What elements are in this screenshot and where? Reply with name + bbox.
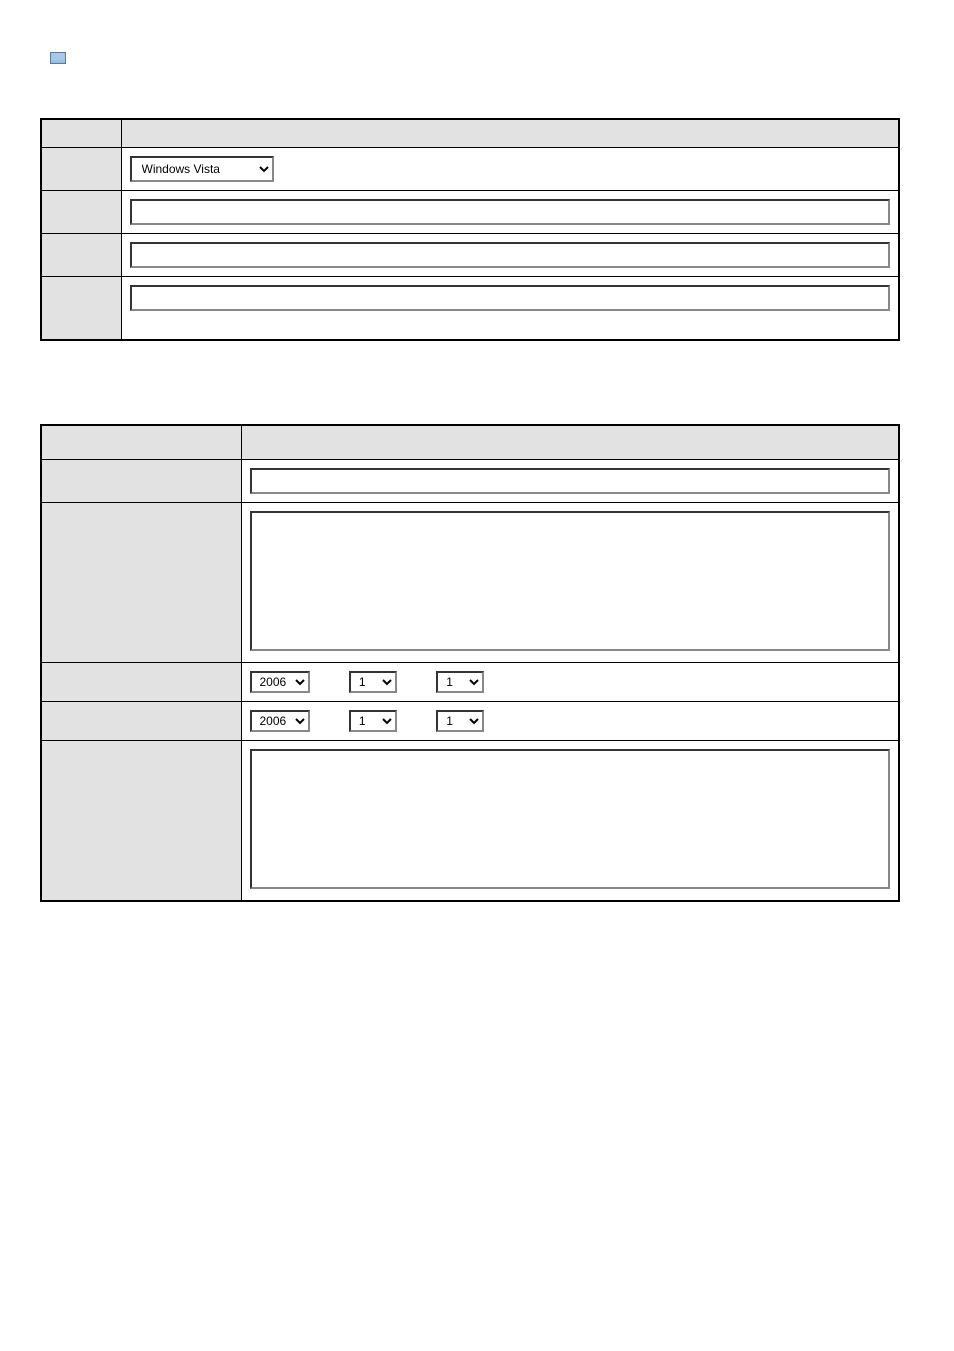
form2-textarea-2[interactable] [250,749,891,889]
end-day-select[interactable]: 1 [436,710,484,732]
end-month-select[interactable]: 1 [349,710,397,732]
start-month-select[interactable]: 1 [349,671,397,693]
form-table-1: Windows Vista [40,118,900,341]
start-year-select[interactable]: 2006 [250,671,310,693]
form2-row5-label [41,740,241,901]
form1-row0-header [121,119,899,147]
form1-input-3[interactable] [130,242,891,268]
form2-row5-value-cell [241,740,899,901]
form2-textarea-1[interactable] [250,511,891,651]
form2-row3-value-cell: 2006 1 1 [241,662,899,701]
form2-row4-label [41,701,241,740]
form1-row3-label [41,233,121,276]
page-logo-icon [50,52,66,64]
form2-row3-label [41,662,241,701]
start-day-select[interactable]: 1 [436,671,484,693]
form1-row1-value-cell: Windows Vista [121,147,899,190]
form1-row4-label [41,276,121,340]
form2-input-1[interactable] [250,468,891,494]
os-dropdown[interactable]: Windows Vista [130,156,274,182]
form2-row1-value-cell [241,459,899,502]
form1-input-2[interactable] [130,199,891,225]
form1-row4-value-cell [121,276,899,340]
form1-row0-label [41,119,121,147]
form1-row2-label [41,190,121,233]
form2-row0-label [41,425,241,459]
form2-row1-label [41,459,241,502]
form1-row2-value-cell [121,190,899,233]
form1-row3-value-cell [121,233,899,276]
form2-row2-label [41,502,241,662]
form1-row1-label [41,147,121,190]
form1-input-4[interactable] [130,285,891,311]
end-year-select[interactable]: 2006 [250,710,310,732]
form2-row4-value-cell: 2006 1 1 [241,701,899,740]
form-table-2: 2006 1 1 2006 1 1 [40,424,900,902]
form2-row2-value-cell [241,502,899,662]
form2-row0-header [241,425,899,459]
